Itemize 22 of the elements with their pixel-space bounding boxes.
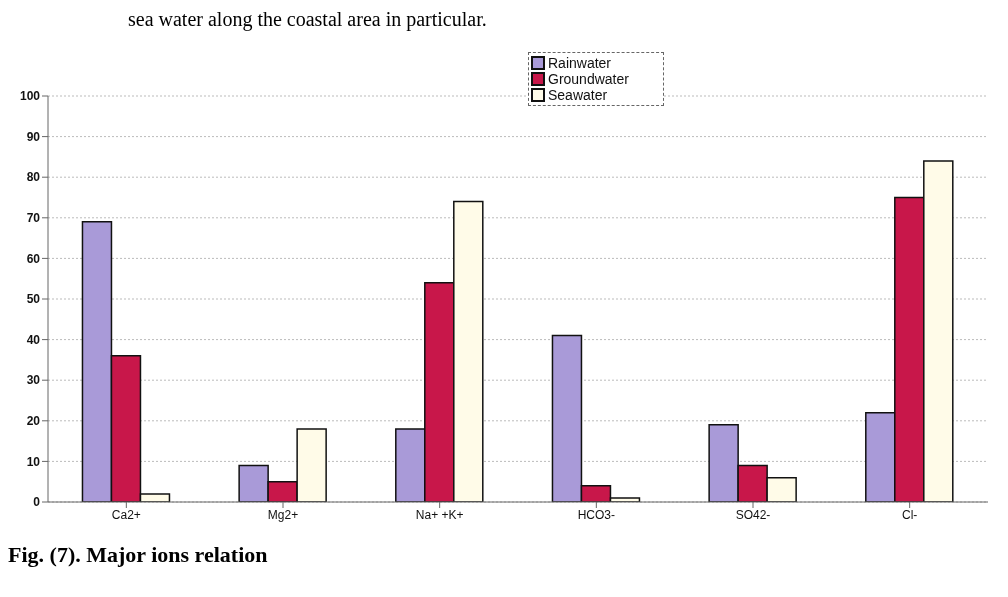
- y-tick-label: 0: [33, 495, 41, 510]
- legend-label: Seawater: [548, 87, 608, 103]
- y-tick-label: 30: [26, 373, 41, 388]
- x-tick-label: Ca2+: [111, 507, 141, 522]
- x-tick-label: SO42-: [735, 507, 771, 522]
- x-tick-label: Cl-: [902, 507, 918, 522]
- y-tick-label: 60: [26, 251, 41, 266]
- x-tick-label: Mg2+: [267, 507, 299, 522]
- y-tick-label: 90: [26, 129, 41, 144]
- x-tick-label: HCO3-: [577, 507, 616, 522]
- text: Fig. (7). Major ions relation: [8, 542, 269, 568]
- text: sea water along the coastal area in particular.: [127, 8, 488, 32]
- legend-label: Groundwater: [548, 71, 629, 87]
- legend-label: Rainwater: [548, 55, 612, 71]
- y-tick-label: 50: [26, 292, 41, 307]
- y-tick-label: 100: [19, 89, 41, 104]
- y-tick-label: 70: [26, 211, 41, 226]
- y-tick-label: 40: [26, 332, 41, 347]
- x-tick-label: Na+ +K+: [415, 507, 464, 522]
- y-tick-label: 20: [26, 414, 41, 429]
- y-tick-label: 10: [26, 454, 41, 469]
- y-tick-label: 80: [26, 170, 41, 185]
